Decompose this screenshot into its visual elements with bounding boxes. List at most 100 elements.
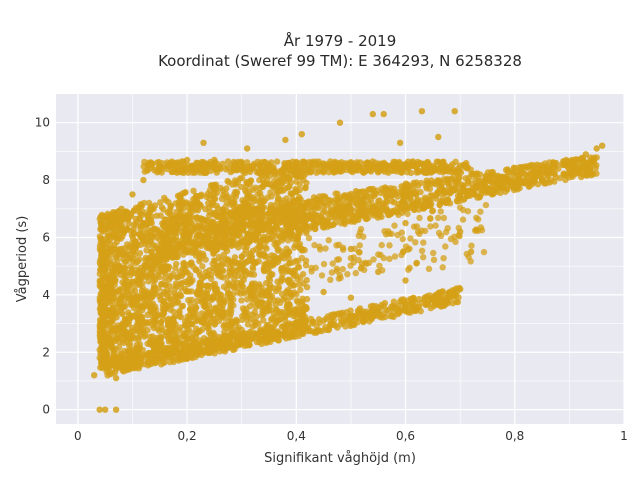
scatter-point xyxy=(412,191,419,198)
scatter-point xyxy=(502,188,509,195)
scatter-point xyxy=(286,267,293,274)
scatter-point xyxy=(161,275,168,282)
scatter-point xyxy=(113,238,121,245)
scatter-point xyxy=(369,158,376,165)
scatter-point xyxy=(174,355,182,362)
scatter-point xyxy=(293,217,300,224)
scatter-point xyxy=(289,259,297,266)
scatter-point xyxy=(108,211,116,218)
scatter-point xyxy=(249,247,257,254)
scatter-point xyxy=(138,313,145,320)
scatter-point xyxy=(121,300,128,307)
scatter-point xyxy=(262,292,270,299)
scatter-point xyxy=(302,228,310,235)
scatter-point xyxy=(273,158,281,165)
data-point xyxy=(457,285,464,293)
data-point xyxy=(102,406,109,413)
scatter-point xyxy=(405,266,412,273)
scatter-point xyxy=(100,241,107,248)
scatter-point xyxy=(238,273,246,280)
scatter-point xyxy=(218,299,226,306)
scatter-point xyxy=(203,168,210,176)
scatter-point xyxy=(143,235,150,242)
scatter-point xyxy=(133,309,141,317)
scatter-point xyxy=(219,347,227,354)
scatter-point xyxy=(190,248,197,256)
scatter-point xyxy=(240,250,248,258)
scatter-point xyxy=(212,304,219,311)
x-tick-label: 0,8 xyxy=(505,429,524,443)
data-point xyxy=(593,145,600,152)
scatter-point xyxy=(167,296,174,304)
data-point xyxy=(336,119,344,126)
scatter-point xyxy=(181,189,188,197)
scatter-point xyxy=(347,322,354,329)
scatter-point xyxy=(142,263,149,270)
scatter-point xyxy=(218,195,226,202)
scatter-point xyxy=(110,229,118,236)
scatter-point xyxy=(311,241,318,249)
scatter-point xyxy=(440,214,448,222)
scatter-point xyxy=(325,237,332,244)
scatter-point xyxy=(293,235,300,243)
scatter-point xyxy=(212,181,220,188)
scatter-point xyxy=(204,310,211,317)
scatter-point xyxy=(387,313,394,320)
scatter-point xyxy=(143,247,150,254)
scatter-point xyxy=(184,247,191,255)
scatter-point xyxy=(436,201,443,208)
scatter-point xyxy=(474,172,481,179)
scatter-point xyxy=(200,216,207,223)
scatter-point xyxy=(263,279,270,287)
scatter-point xyxy=(308,268,315,275)
y-tick-label: 6 xyxy=(42,230,50,244)
scatter-point xyxy=(185,169,192,176)
scatter-point xyxy=(176,192,183,199)
scatter-point xyxy=(157,212,164,219)
scatter-point xyxy=(242,211,250,218)
scatter-point xyxy=(147,228,155,235)
scatter-point xyxy=(215,240,223,248)
scatter-point xyxy=(445,168,452,175)
data-point xyxy=(375,162,382,169)
scatter-point xyxy=(98,284,105,291)
scatter-point xyxy=(430,249,437,257)
scatter-point xyxy=(198,159,205,166)
scatter-point xyxy=(382,185,390,192)
scatter-point xyxy=(354,201,361,208)
data-point xyxy=(347,314,355,321)
data-point xyxy=(293,323,300,330)
data-point xyxy=(298,131,305,138)
scatter-point xyxy=(210,329,217,336)
scatter-point xyxy=(218,314,226,321)
scatter-point xyxy=(378,241,385,249)
chart-subtitle: Koordinat (Sweref 99 TM): E 364293, N 62… xyxy=(158,52,522,70)
scatter-point xyxy=(127,212,135,220)
scatter-point xyxy=(322,194,329,201)
scatter-point xyxy=(335,275,343,282)
data-point xyxy=(347,165,355,172)
scatter-point xyxy=(335,256,343,263)
scatter-point xyxy=(116,338,123,346)
scatter-point xyxy=(234,259,241,267)
scatter-point xyxy=(477,208,484,215)
scatter-point xyxy=(155,273,163,281)
scatter-point xyxy=(474,194,481,201)
scatter-point xyxy=(249,323,256,330)
scatter-point xyxy=(132,327,139,335)
scatter-point xyxy=(130,226,137,233)
scatter-point xyxy=(192,266,199,274)
scatter-point xyxy=(150,285,157,293)
scatter-point xyxy=(334,324,341,331)
scatter-point xyxy=(297,274,304,282)
scatter-point xyxy=(124,309,132,316)
data-point xyxy=(112,406,120,413)
scatter-point xyxy=(420,239,427,246)
scatter-point xyxy=(229,181,236,188)
scatter-point xyxy=(166,273,174,280)
scatter-point xyxy=(365,186,372,194)
scatter-point xyxy=(249,258,256,265)
scatter-point xyxy=(136,250,144,257)
scatter-point xyxy=(347,159,354,166)
scatter-point xyxy=(250,318,258,325)
